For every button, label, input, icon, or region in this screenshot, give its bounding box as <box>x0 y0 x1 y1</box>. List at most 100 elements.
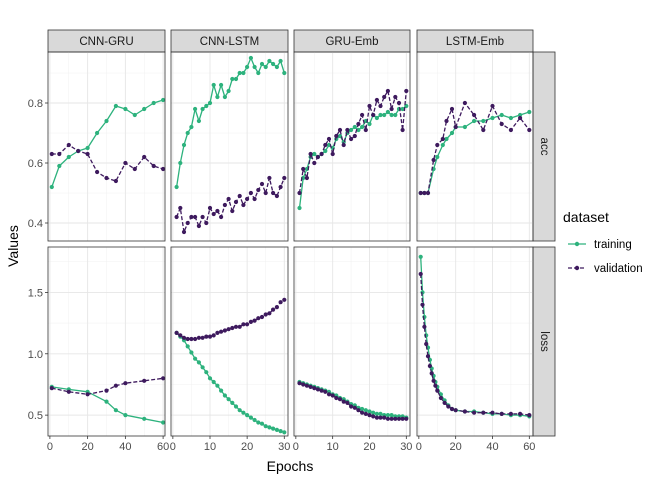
data-point-gru-emb-acc-validation <box>334 133 339 139</box>
data-point-cnn-lstm-acc-validation <box>222 202 227 208</box>
data-point-lstm-emb-acc-training <box>444 136 449 142</box>
data-point-gru-emb-loss-validation <box>396 416 402 421</box>
panel-border-gru-emb-loss <box>293 246 411 437</box>
x-tick-label-cnn-lstm: 0 <box>170 441 176 453</box>
data-point-cnn-lstm-loss-validation <box>193 336 198 342</box>
data-point-gru-emb-loss-validation <box>304 383 309 388</box>
data-point-lstm-emb-acc-training <box>462 124 467 130</box>
data-point-cnn-gru-acc-validation <box>76 148 81 154</box>
data-point-cnn-lstm-loss-validation <box>230 325 235 331</box>
data-point-lstm-emb-loss-validation <box>490 410 495 415</box>
x-tick-label-gru-emb: 20 <box>363 441 375 453</box>
data-point-cnn-lstm-loss-validation <box>185 336 190 342</box>
data-point-cnn-lstm-acc-validation <box>237 193 242 199</box>
data-point-gru-emb-loss-validation <box>345 400 350 405</box>
data-point-cnn-gru-loss-validation <box>104 388 109 393</box>
data-point-cnn-lstm-loss-training <box>193 356 198 361</box>
data-point-cnn-lstm-acc-training <box>174 184 179 190</box>
data-point-cnn-lstm-acc-training <box>241 70 246 76</box>
data-point-gru-emb-loss-validation <box>367 413 372 418</box>
data-point-cnn-lstm-acc-validation <box>263 190 268 196</box>
data-point-cnn-lstm-acc-training <box>211 82 216 88</box>
x-tick-label-cnn-gru: 60 <box>157 441 169 453</box>
data-point-cnn-gru-acc-training <box>123 106 128 112</box>
data-point-cnn-lstm-loss-training <box>189 350 194 355</box>
data-point-lstm-emb-acc-validation <box>472 112 477 118</box>
data-point-gru-emb-loss-validation <box>301 382 306 387</box>
data-point-cnn-lstm-loss-validation <box>211 333 216 338</box>
series-line-gru-emb-acc-validation <box>298 90 407 194</box>
y-axis-title: Values <box>5 225 21 267</box>
legend-label-training: training <box>594 239 632 251</box>
data-point-gru-emb-acc-validation <box>360 112 365 118</box>
data-point-lstm-emb-loss-validation <box>481 410 486 415</box>
data-point-cnn-gru-acc-training <box>95 130 100 136</box>
data-point-cnn-gru-loss-validation <box>66 389 71 394</box>
data-point-lstm-emb-acc-training <box>490 115 495 121</box>
x-tick-label-cnn-gru: 40 <box>119 441 131 453</box>
data-point-gru-emb-acc-validation <box>297 190 302 196</box>
data-point-cnn-lstm-acc-training <box>215 94 220 100</box>
data-point-gru-emb-loss-validation <box>337 397 343 402</box>
data-point-cnn-lstm-loss-validation <box>189 336 194 342</box>
data-point-gru-emb-acc-training <box>349 127 354 133</box>
data-point-gru-emb-loss-training <box>367 409 372 414</box>
data-point-lstm-emb-acc-validation <box>422 190 427 196</box>
data-point-cnn-lstm-loss-training <box>204 370 209 375</box>
data-point-cnn-lstm-acc-validation <box>274 193 279 199</box>
data-point-cnn-lstm-loss-validation <box>274 305 279 310</box>
data-point-gru-emb-loss-validation <box>393 416 398 421</box>
legend-key-validation-point <box>574 265 580 271</box>
data-point-lstm-emb-acc-training <box>440 142 445 148</box>
data-point-lstm-emb-loss-validation <box>433 383 438 388</box>
data-point-cnn-gru-loss-training <box>142 416 147 421</box>
data-point-cnn-gru-acc-training <box>49 184 54 190</box>
data-point-cnn-gru-acc-validation <box>57 151 62 157</box>
series-line-cnn-lstm-acc-training <box>175 57 285 188</box>
data-point-cnn-lstm-loss-training <box>222 393 227 398</box>
data-point-cnn-lstm-acc-training <box>248 55 253 61</box>
data-point-cnn-gru-acc-training <box>66 154 71 160</box>
data-point-lstm-emb-acc-validation <box>518 115 523 121</box>
data-point-gru-emb-acc-validation <box>404 88 409 94</box>
data-point-gru-emb-acc-validation <box>385 88 390 94</box>
data-point-cnn-lstm-loss-validation <box>200 335 205 340</box>
data-point-cnn-lstm-acc-validation <box>245 196 250 202</box>
data-point-cnn-lstm-loss-validation <box>237 324 242 329</box>
data-point-cnn-lstm-acc-validation <box>193 214 198 220</box>
data-point-gru-emb-acc-training <box>356 127 361 133</box>
data-point-cnn-lstm-loss-validation <box>259 314 265 320</box>
panel-cnn-lstm-acc <box>170 51 289 242</box>
data-point-lstm-emb-acc-validation <box>490 103 495 109</box>
data-point-cnn-gru-loss-validation <box>113 383 118 388</box>
data-point-lstm-emb-acc-validation <box>508 127 513 133</box>
data-point-cnn-lstm-acc-validation <box>185 220 190 226</box>
data-point-cnn-lstm-acc-training <box>245 64 250 70</box>
data-point-lstm-emb-loss-validation <box>527 413 532 418</box>
panel-border-cnn-lstm-acc <box>170 51 289 242</box>
x-tick-label-cnn-gru: 20 <box>82 441 94 453</box>
data-point-cnn-lstm-loss-validation <box>245 322 250 327</box>
data-point-cnn-lstm-loss-validation <box>278 300 283 305</box>
y-tick-label-acc: 0.8 <box>28 98 43 110</box>
data-point-lstm-emb-acc-validation <box>481 127 486 133</box>
data-point-lstm-emb-acc-validation <box>425 190 431 196</box>
data-point-cnn-lstm-acc-validation <box>226 196 231 202</box>
panel-border-gru-emb-acc <box>293 51 411 242</box>
data-point-lstm-emb-loss-validation <box>442 400 447 405</box>
x-axis-title: Epochs <box>267 458 314 474</box>
data-point-cnn-gru-acc-validation <box>95 169 100 175</box>
data-point-cnn-lstm-acc-validation <box>181 229 187 235</box>
data-point-lstm-emb-loss-validation <box>420 302 425 307</box>
y-tick-label-loss: 1.5 <box>28 287 43 299</box>
data-point-gru-emb-acc-validation <box>371 112 376 118</box>
data-point-cnn-lstm-loss-training <box>237 408 242 413</box>
data-point-gru-emb-acc-validation <box>349 136 354 142</box>
data-point-gru-emb-loss-validation <box>378 415 383 420</box>
data-point-gru-emb-loss-validation <box>385 416 390 421</box>
series-line-gru-emb-acc-training <box>298 105 407 209</box>
data-point-cnn-lstm-acc-training <box>219 82 224 88</box>
data-point-cnn-lstm-acc-training <box>181 142 187 148</box>
data-point-gru-emb-acc-training <box>374 115 379 121</box>
data-point-cnn-lstm-loss-validation <box>226 327 231 332</box>
